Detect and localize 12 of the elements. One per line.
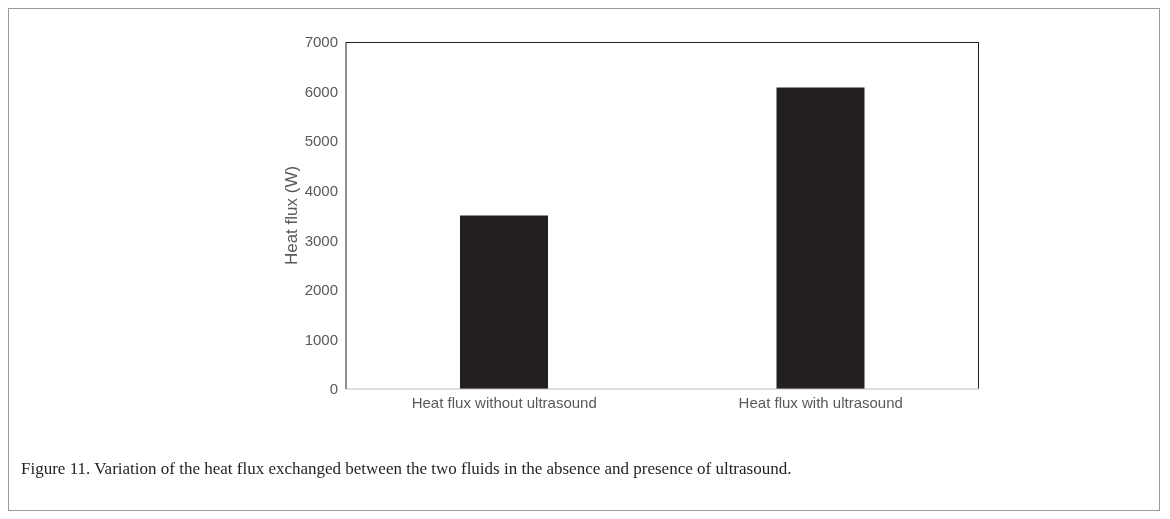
y-tick-label: 2000 [304, 281, 338, 299]
x-tick-label: Heat flux with ultrasound [738, 393, 903, 411]
y-axis-title: Heat flux (W) [282, 165, 302, 266]
y-tick-label: 4000 [304, 182, 338, 200]
y-tick-label: 5000 [304, 132, 338, 150]
y-tick-label: 3000 [304, 231, 338, 249]
y-tick-label: 7000 [304, 33, 338, 51]
y-tick-label: 1000 [304, 330, 338, 348]
x-tick-label: Heat flux without ultrasound [411, 393, 597, 411]
y-tick-label: 0 [329, 380, 338, 398]
caption: Figure 11. Variation of the heat flux exchanged between the two fluids in the absence and presence of ultrasound. [21, 459, 792, 479]
y-tick-label: 6000 [304, 82, 338, 100]
